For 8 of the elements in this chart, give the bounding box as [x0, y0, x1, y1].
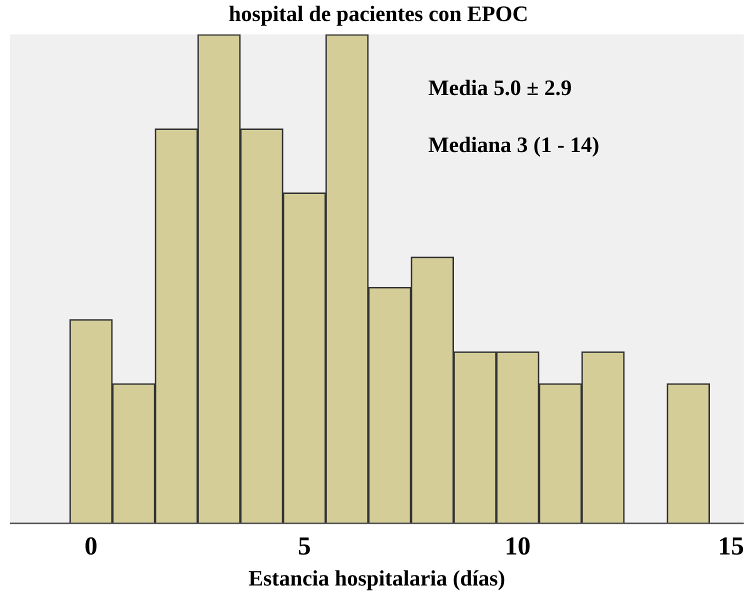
x-tick-label: 10 — [504, 532, 531, 561]
x-tick-label: 0 — [84, 532, 98, 561]
x-axis-title: Estancia hospitalaria (días) — [248, 565, 506, 590]
chart-title: hospital de pacientes con EPOC — [228, 0, 528, 26]
annotation: Mediana 3 (1 - 14) — [428, 132, 600, 158]
annotation: Media 5.0 ± 2.9 — [428, 75, 572, 100]
x-tick-label: 5 — [298, 532, 311, 561]
x-tick-label: 15 — [718, 532, 744, 561]
